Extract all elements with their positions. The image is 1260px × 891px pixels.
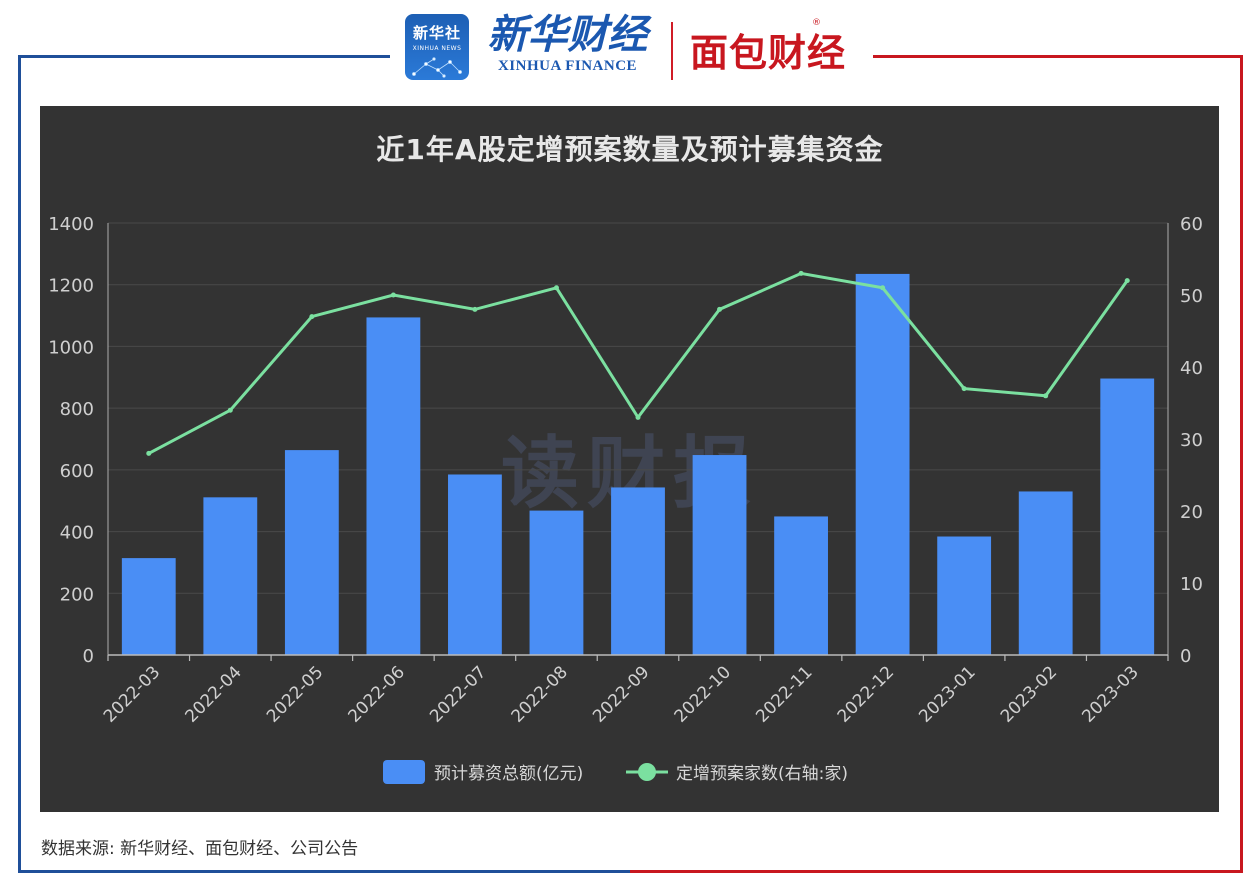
line-point [717,306,723,312]
x-tick-label: 2023-02 [997,662,1061,726]
x-tick-label: 2022-10 [671,662,735,726]
x-tick-label: 2022-11 [752,662,816,726]
legend-bar-swatch [383,760,425,784]
y-left-tick-label: 1400 [48,214,94,235]
line-point [146,450,152,456]
xinhua-news-logo: 新华社 XINHUA NEWS [405,14,469,80]
y-right-tick-label: 30 [1180,430,1203,451]
y-left-tick-label: 800 [60,399,94,420]
bar [855,273,910,655]
frame-top-right [873,55,1243,58]
y-left-tick-label: 1200 [48,276,94,297]
x-tick-label: 2022-08 [508,662,572,726]
bar [611,487,665,655]
xinhua-news-logo-en: XINHUA NEWS [412,45,462,52]
bar [121,558,176,655]
bar [366,317,421,655]
y-left-tick-label: 600 [60,461,94,482]
y-right-tick-label: 40 [1180,358,1203,379]
x-tick-label: 2022-04 [181,662,245,726]
xinhua-finance-logo-cn: 新华财经 [487,11,648,58]
frame-right [1240,55,1243,873]
x-tick-label: 2022-03 [100,662,164,726]
chart-title: 近1年A股定增预案数量及预计募集资金 [376,133,884,166]
x-tick-label: 2022-12 [834,662,898,726]
x-tick-label: 2022-06 [345,662,409,726]
line-point [1043,393,1049,399]
logo-separator [671,22,673,80]
header: 新华社 XINHUA NEWS 新华财经 XINHUA FINANCE 面包财经… [0,0,1260,100]
frame-top-left [18,55,390,58]
y-left-tick-label: 400 [60,523,94,544]
bar [1018,491,1073,655]
y-right-tick-label: 0 [1180,646,1191,667]
xinhua-news-logo-cn: 新华社 [412,24,461,42]
frame-bottom-right [630,870,1243,873]
bar [1100,378,1155,655]
legend-line-marker [638,763,656,781]
x-tick-label: 2022-05 [263,662,327,726]
line-point [472,306,478,312]
xinhua-finance-logo: 新华财经 XINHUA FINANCE [485,12,650,84]
data-source-note: 数据来源: 新华财经、面包财经、公司公告 [41,839,359,859]
line-point [880,285,886,291]
bar [284,450,339,655]
y-left-tick-label: 0 [83,646,94,667]
bar [774,516,828,655]
y-left-tick-label: 200 [60,584,94,605]
line-point [309,314,315,320]
frame-bottom-left [18,870,630,873]
line-point [227,407,233,413]
bar [448,474,502,655]
line-point [390,292,396,298]
bar [529,510,584,655]
network-icon [412,57,462,78]
x-tick-label: 2023-03 [1078,662,1142,726]
bar [692,455,747,655]
bar [937,536,992,655]
x-tick-label: 2022-07 [426,662,490,726]
y-right-tick-label: 60 [1180,214,1203,235]
line-point [635,414,641,420]
line-point [798,270,804,276]
legend-bar-label: 预计募资总额(亿元) [434,764,583,784]
count-line [148,271,1129,455]
registered-mark: ® [812,18,821,28]
x-tick-label: 2022-09 [589,662,653,726]
bar [203,497,258,655]
line-point [553,285,559,291]
legend-line-label: 定增预案家数(右轴:家) [676,764,848,784]
x-tick-label: 2023-01 [915,662,979,726]
line-point [961,386,967,392]
line-point [1124,278,1130,284]
y-right-tick-label: 10 [1180,574,1203,595]
chart-panel [40,106,1219,812]
y-right-tick-label: 20 [1180,502,1203,523]
mianbao-finance-logo: 面包财经 [690,31,847,75]
xinhua-finance-logo-en: XINHUA FINANCE [497,58,638,74]
y-right-tick-label: 50 [1180,286,1203,307]
y-left-tick-label: 1000 [48,337,94,358]
frame-left [18,55,21,873]
